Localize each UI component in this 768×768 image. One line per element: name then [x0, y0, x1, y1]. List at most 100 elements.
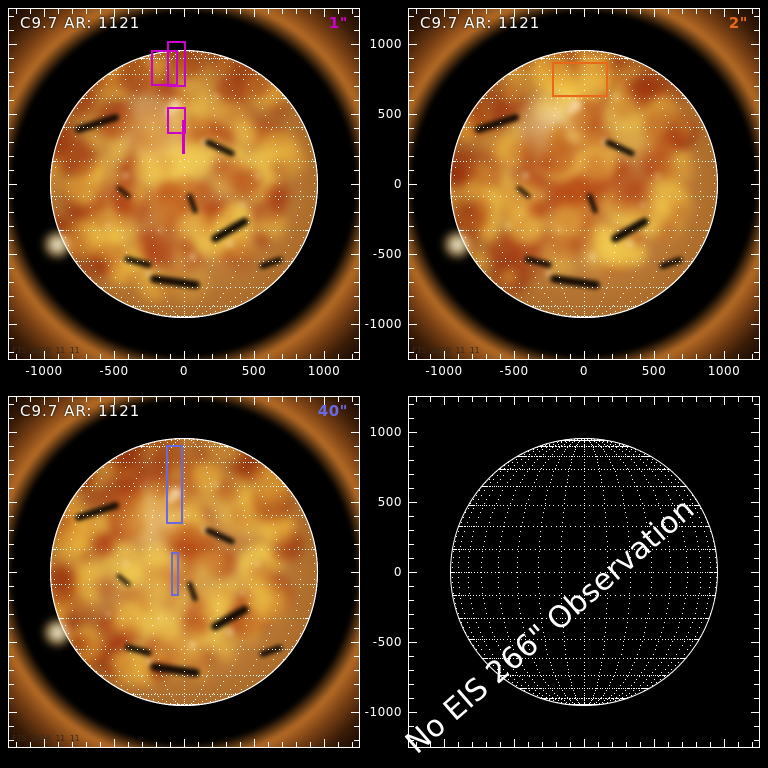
y-tick-left — [409, 16, 414, 17]
y-tick-left — [409, 726, 414, 727]
x-tick — [640, 354, 641, 359]
x-tick — [254, 351, 255, 359]
x-axis-tick-label: -500 — [499, 364, 528, 378]
y-tick-right — [751, 432, 759, 433]
x-tick — [268, 354, 269, 359]
x-tick — [58, 742, 59, 747]
x-tick-top — [584, 397, 585, 405]
x-tick-top — [86, 9, 87, 14]
x-tick — [598, 742, 599, 747]
y-tick-right — [751, 502, 759, 503]
x-tick-top — [472, 397, 473, 402]
x-tick — [738, 354, 739, 359]
panel-1arcsec-raster-fov-2[interactable] — [167, 41, 187, 88]
x-tick — [16, 742, 17, 747]
panel-40arcsec-raster-fov-1[interactable] — [165, 445, 183, 524]
y-tick-right — [751, 712, 759, 713]
x-tick-top — [226, 397, 227, 402]
panel-2arcsec-raster-fov-1[interactable] — [551, 62, 608, 98]
y-tick-left — [409, 670, 414, 671]
x-tick-top — [100, 397, 101, 402]
x-tick — [584, 739, 585, 747]
x-tick-top — [268, 397, 269, 402]
y-tick-left — [9, 44, 17, 45]
panel-1arcsec-raster-fov-1[interactable] — [151, 49, 178, 86]
y-tick-right — [754, 156, 759, 157]
y-tick-right — [354, 544, 359, 545]
y-tick-left — [9, 114, 17, 115]
x-tick-top — [612, 397, 613, 402]
y-tick-left — [9, 712, 17, 713]
y-tick-left — [409, 586, 414, 587]
x-tick — [738, 742, 739, 747]
x-tick — [444, 351, 445, 359]
panel-1arcsec-frame — [8, 8, 360, 360]
panel-1arcsec-raster-fov-4-slit[interactable] — [181, 119, 185, 154]
y-tick-left — [9, 198, 14, 199]
y-tick-right — [754, 740, 759, 741]
x-tick-top — [58, 397, 59, 402]
x-tick — [416, 354, 417, 359]
y-tick-left — [9, 670, 14, 671]
x-tick-top — [296, 9, 297, 14]
y-tick-right — [351, 114, 359, 115]
x-tick-top — [528, 9, 529, 14]
x-tick — [198, 742, 199, 747]
x-tick — [486, 354, 487, 359]
x-tick — [458, 742, 459, 747]
y-tick-left — [9, 100, 14, 101]
x-axis-tick-label: -500 — [99, 364, 128, 378]
x-tick-top — [444, 9, 445, 17]
x-tick-top — [472, 9, 473, 14]
x-tick-top — [444, 397, 445, 405]
y-tick-right — [751, 324, 759, 325]
x-tick-top — [724, 9, 725, 17]
panel-1arcsec-timestamp: EIS 2010 11 11 — [12, 346, 79, 355]
x-tick-top — [542, 9, 543, 14]
x-tick-top — [324, 397, 325, 405]
y-tick-right — [354, 142, 359, 143]
y-tick-left — [9, 628, 14, 629]
x-tick — [528, 354, 529, 359]
x-tick-top — [198, 9, 199, 14]
y-tick-right — [354, 212, 359, 213]
y-tick-right — [354, 100, 359, 101]
y-tick-left — [9, 474, 14, 475]
x-tick — [710, 354, 711, 359]
y-tick-right — [351, 254, 359, 255]
y-tick-right — [754, 446, 759, 447]
x-tick-top — [458, 397, 459, 402]
y-tick-right — [354, 352, 359, 353]
y-tick-right — [351, 184, 359, 185]
x-tick — [514, 351, 515, 359]
y-tick-right — [354, 446, 359, 447]
y-tick-right — [354, 128, 359, 129]
panel-1arcsec-raster-fov-3[interactable] — [167, 107, 187, 134]
y-tick-left — [409, 198, 414, 199]
y-tick-left — [9, 324, 17, 325]
panel-40arcsec-raster-fov-2[interactable] — [170, 552, 180, 596]
y-tick-right — [751, 44, 759, 45]
x-tick — [598, 354, 599, 359]
x-tick-top — [310, 397, 311, 402]
x-tick-top — [240, 9, 241, 14]
y-tick-right — [754, 352, 759, 353]
y-tick-right — [754, 488, 759, 489]
panel-266arcsec: No EIS 266" Observation -1000 -500 0 500 100… — [365, 396, 760, 761]
y-tick-left — [9, 544, 14, 545]
y-tick-right — [754, 226, 759, 227]
y-tick-left — [9, 128, 14, 129]
y-tick-left — [9, 614, 14, 615]
x-tick-top — [268, 9, 269, 14]
panel-1arcsec-image — [9, 9, 359, 359]
y-tick-left — [409, 698, 414, 699]
y-tick-left — [409, 324, 417, 325]
y-tick-left — [409, 44, 417, 45]
x-tick — [184, 351, 185, 359]
x-tick — [310, 742, 311, 747]
x-tick-top — [486, 397, 487, 402]
x-tick — [542, 354, 543, 359]
y-tick-left — [9, 572, 17, 573]
y-tick-right — [354, 614, 359, 615]
y-tick-left — [9, 600, 14, 601]
